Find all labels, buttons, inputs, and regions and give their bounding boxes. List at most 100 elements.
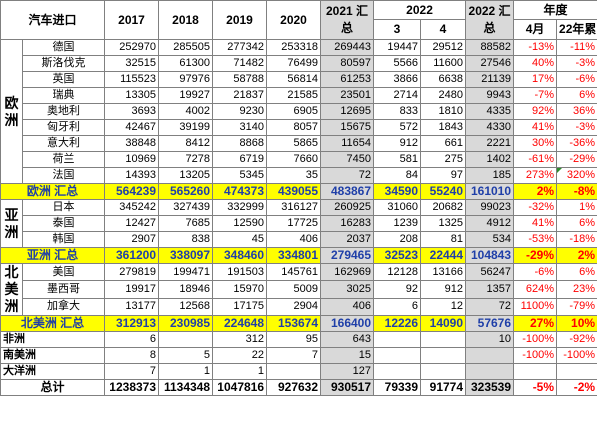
row-label: 奥地利: [21, 103, 106, 120]
cell-m3: 572: [373, 119, 422, 136]
asia-row: 亚洲 日本 345242 327439 332999 316127 260925 31060 2…: [0, 199, 597, 248]
header-april-count: 4: [420, 19, 467, 40]
cell-v2019: 58788: [212, 71, 268, 88]
cell-ytd: -79%: [556, 297, 597, 317]
cell-v2018: 199471: [158, 262, 214, 282]
cell-v2018: 97976: [158, 71, 214, 88]
cell-apr: 1100%: [513, 297, 558, 317]
cell-v2018: 12568: [158, 297, 214, 317]
cell-v2020: 439055: [266, 183, 322, 200]
cell-v2017: 3693: [104, 103, 160, 120]
asia-row: 泰国 12427 7685 12590 17725 16283 1239 1325 4912 41…: [1, 215, 597, 232]
cell-ytd: -6%: [556, 71, 597, 88]
cell-s2022: 534: [465, 231, 515, 248]
cell-v2020: 334801: [266, 247, 322, 264]
cell-m3: 12226: [373, 315, 422, 332]
cell-s2021: 260925: [320, 199, 375, 216]
cell-apr: 30%: [513, 135, 558, 152]
header-2020: 2020: [266, 0, 322, 40]
cell-v2017: 7: [104, 363, 160, 380]
cell-v2020: 153674: [266, 315, 322, 332]
cell-m3: 6: [373, 297, 422, 317]
cell-m3: 1239: [373, 215, 422, 232]
cell-v2017: 32515: [104, 55, 160, 72]
cell-v2020: 7: [266, 347, 322, 364]
europe-subtotal-row: 欧洲 汇总 564239 565260 474373 439055 483867 34590…: [0, 183, 597, 200]
cell-apr: -13%: [513, 39, 558, 56]
row-label: 总计: [0, 379, 106, 396]
cell-m4: [420, 347, 467, 364]
cell-v2019: 12590: [212, 215, 268, 232]
cell-m3: 34590: [373, 183, 422, 200]
region-label: 北美洲: [0, 263, 23, 316]
cell-v2018: 230985: [158, 315, 214, 332]
cell-s2021: 269443: [320, 39, 375, 56]
cell-s2022: 27546: [465, 55, 515, 72]
europe-row: 荷兰 10969 7278 6719 7660 7450 581 275 1402 -61% -29…: [1, 151, 597, 168]
cell-v2019: 332999: [212, 199, 268, 216]
region-label: 欧洲: [0, 39, 23, 184]
cell-v2018: 39199: [158, 119, 214, 136]
europe-row: 意大利 38848 8412 8868 5865 11654 912 661 2221 30% -3…: [1, 135, 597, 152]
cell-v2018: 338097: [158, 247, 214, 264]
cell-v2019: 191503: [212, 262, 268, 282]
cell-v2018: 1134348: [158, 379, 214, 396]
cell-v2020: 145761: [266, 262, 322, 282]
cell-v2019: 224648: [212, 315, 268, 332]
cell-v2019: 1: [212, 363, 268, 380]
cell-v2018: 1: [158, 363, 214, 380]
cell-ytd: -100%: [556, 347, 597, 364]
europe-row: 法国 14393 13205 5345 35 72 84 97 185 273% 320%: [1, 167, 597, 184]
cell-s2021: 2037: [320, 231, 375, 248]
cell-v2017: 38848: [104, 135, 160, 152]
cell-v2017: 6: [104, 331, 160, 348]
cell-v2020: 17725: [266, 215, 322, 232]
europe-row: 斯洛伐克 32515 61300 71482 76499 80597 5566 11600 27…: [1, 55, 597, 72]
cell-v2018: 5: [158, 347, 214, 364]
cell-s2021: 279465: [320, 247, 375, 264]
cell-v2017: 42467: [104, 119, 160, 136]
cell-apr: 41%: [513, 119, 558, 136]
cell-m4: 20682: [420, 199, 467, 216]
cell-v2017: 115523: [104, 71, 160, 88]
cell-apr: -32%: [513, 199, 558, 216]
cell-ytd: -36%: [556, 135, 597, 152]
cell-ytd: [556, 363, 597, 380]
cell-v2019: 474373: [212, 183, 268, 200]
cell-s2021: 3025: [320, 280, 375, 299]
cell-s2022: 104843: [465, 247, 515, 264]
cell-v2020: 21585: [266, 87, 322, 104]
cell-s2022: [465, 347, 515, 364]
cell-s2021: 11654: [320, 135, 375, 152]
cell-v2020: [266, 363, 322, 380]
row-label: 墨西哥: [21, 280, 106, 299]
cell-s2021: 23501: [320, 87, 375, 104]
north-america-row: 墨西哥 19917 18946 15970 5009 3025 92 912 1357 624% 2…: [1, 280, 597, 299]
cell-v2017: 8: [104, 347, 160, 364]
row-label: 泰国: [21, 215, 106, 232]
other-region-row: 非洲 6 312 95 643 10 -100% -92%: [0, 331, 597, 348]
row-label: 匈牙利: [21, 119, 106, 136]
cell-m3: 5566: [373, 55, 422, 72]
row-label: 欧洲 汇总: [0, 183, 106, 200]
cell-v2018: 838: [158, 231, 214, 248]
cell-v2020: 95: [266, 331, 322, 348]
cell-s2022: 4912: [465, 215, 515, 232]
cell-m4: 91774: [420, 379, 467, 396]
cell-v2019: 348460: [212, 247, 268, 264]
cell-apr: 27%: [513, 315, 558, 332]
cell-v2019: 6719: [212, 151, 268, 168]
other-region-row: 南美洲 8 5 22 7 15 -100% -100%: [0, 347, 597, 364]
cell-v2017: 2907: [104, 231, 160, 248]
cell-m4: 912: [420, 280, 467, 299]
cell-s2022: 323539: [465, 379, 515, 396]
cell-v2020: 76499: [266, 55, 322, 72]
cell-s2021: 127: [320, 363, 375, 380]
cell-ytd: 2%: [556, 247, 597, 264]
cell-m4: [420, 363, 467, 380]
cell-v2019: 15970: [212, 280, 268, 299]
cell-v2018: 13205: [158, 167, 214, 184]
cell-m4: [420, 331, 467, 348]
cell-v2019: 1047816: [212, 379, 268, 396]
cell-apr: -100%: [513, 347, 558, 364]
